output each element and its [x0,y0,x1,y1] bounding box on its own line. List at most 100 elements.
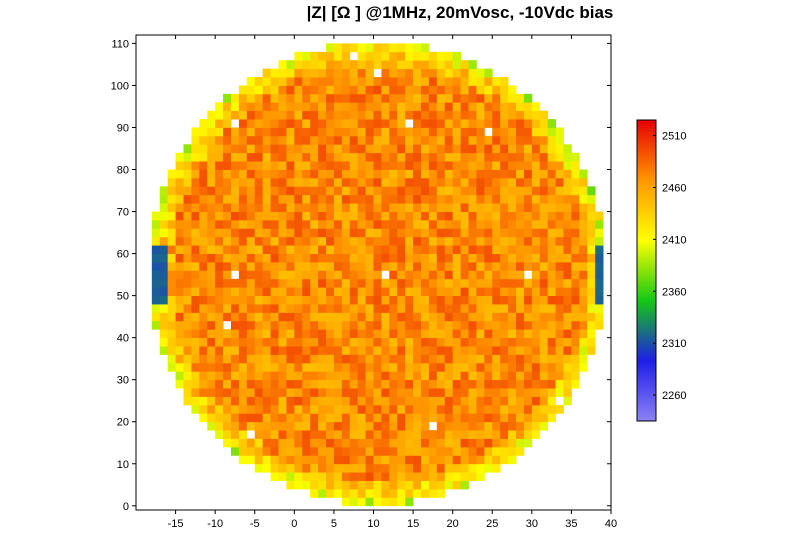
heatmap-cell [349,186,359,196]
heatmap-cell [571,203,580,212]
heatmap-cell [531,110,541,120]
heatmap-cell [318,77,327,86]
heatmap-cell [357,93,366,103]
heatmap-cell [484,93,493,103]
heatmap-cell [436,320,446,330]
heatmap-cell [302,438,311,448]
heatmap-cell [484,304,493,313]
heatmap-cell [333,488,343,498]
heatmap-cell [270,236,279,246]
heatmap-cell [159,278,169,288]
heatmap-cell [444,68,454,78]
heatmap-cell [539,346,549,355]
heatmap-cell [539,304,549,313]
heatmap-cell [310,320,319,330]
heatmap-cell [246,152,256,162]
heatmap-cell [326,261,335,271]
heatmap-cell [492,119,501,128]
heatmap-cell [357,346,366,355]
heatmap-cell [357,337,366,347]
heatmap-cell [215,236,224,246]
heatmap-cell [484,295,493,305]
heatmap-cell [452,127,461,137]
heatmap-cell [484,438,493,448]
heatmap-cell [428,320,438,330]
heatmap-cell [492,211,501,221]
heatmap-cell [151,278,161,288]
heatmap-cell [389,177,398,187]
heatmap-cell [397,93,406,103]
heatmap-cell [199,404,208,414]
heatmap-cell [246,177,256,187]
heatmap-cell [595,211,604,221]
x-tick-label: 30 [526,518,538,530]
heatmap-cell [231,446,240,456]
heatmap-cell [215,278,224,288]
heatmap-cell [484,354,493,364]
heatmap-cell [365,43,374,53]
heatmap-cell [278,93,287,103]
heatmap-cell [523,144,533,154]
heatmap-cell [444,119,454,128]
heatmap-cell [476,463,485,473]
heatmap-cell [397,177,406,187]
heatmap-cell [151,270,161,280]
heatmap-cell [563,396,572,406]
heatmap-cell [207,236,216,246]
heatmap-cell [595,228,604,238]
heatmap-cell [421,110,430,120]
heatmap-cell [508,102,517,112]
heatmap-cell [262,455,271,465]
heatmap-cell [389,421,398,431]
heatmap-cell [547,413,556,423]
heatmap-cell [151,245,161,254]
heatmap-cell [254,421,264,431]
heatmap-cell [318,480,327,490]
heatmap-cell [270,211,279,221]
heatmap-cell [571,320,580,330]
heatmap-cell [238,169,248,179]
heatmap-cell [571,169,580,179]
heatmap-cell [183,295,192,305]
heatmap-cell [333,85,343,95]
heatmap-cell [302,404,311,414]
heatmap-cell [183,253,192,263]
heatmap-cell [341,194,351,204]
heatmap-cell [286,119,295,128]
heatmap-cell [294,219,303,229]
heatmap-cell [452,354,461,364]
heatmap-cell [405,362,414,372]
heatmap-cell [270,413,279,423]
heatmap-cell [270,337,279,347]
heatmap-cell [397,312,406,322]
heatmap-cell [310,354,319,364]
heatmap-cell [405,396,414,406]
heatmap-cell [254,236,264,246]
heatmap-cell [381,261,390,271]
heatmap-cell [484,102,493,112]
heatmap-cell [397,270,406,280]
heatmap-cell [294,211,303,221]
heatmap-cell [357,497,366,507]
heatmap-cell [547,312,556,322]
heatmap-cell [246,228,256,238]
heatmap-cell [262,177,271,187]
heatmap-cell [500,85,509,95]
heatmap-cell [341,93,351,103]
heatmap-cell [223,287,232,297]
heatmap-cell [278,295,287,305]
heatmap-cell [326,270,335,280]
heatmap-cell [492,413,501,423]
heatmap-cell [333,480,343,490]
heatmap-cell [444,245,454,254]
heatmap-cell [421,346,430,355]
heatmap-cell [215,295,224,305]
heatmap-cell [523,135,533,145]
heatmap-cell [413,51,422,61]
heatmap-cell [500,337,509,347]
heatmap-cell [468,362,477,372]
heatmap-cell [444,346,454,355]
heatmap-cell [231,110,240,120]
heatmap-cell [516,430,525,439]
heatmap-cell [286,329,295,339]
